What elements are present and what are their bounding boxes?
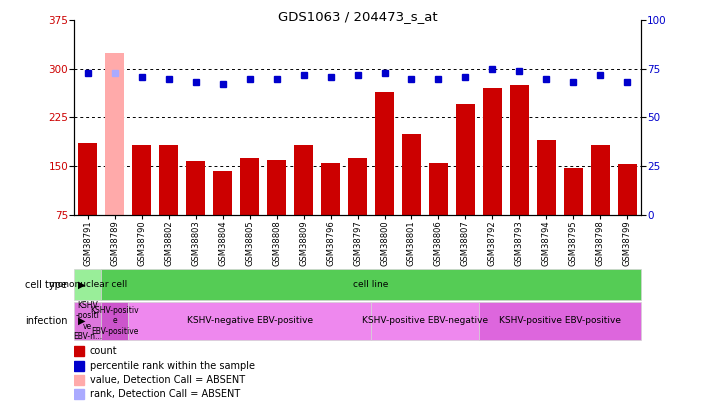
- Text: GDS1063 / 204473_s_at: GDS1063 / 204473_s_at: [278, 10, 438, 23]
- Text: cell type: cell type: [25, 279, 67, 290]
- Text: KSHV-positive EBV-negative: KSHV-positive EBV-negative: [362, 316, 488, 326]
- Text: ▶: ▶: [78, 279, 86, 290]
- Text: value, Detection Call = ABSENT: value, Detection Call = ABSENT: [90, 375, 245, 385]
- Bar: [510, 85, 529, 215]
- Bar: [348, 158, 367, 215]
- Text: count: count: [90, 346, 118, 356]
- Bar: [537, 140, 556, 215]
- Bar: [564, 168, 583, 215]
- Bar: [618, 164, 636, 215]
- Bar: [74, 269, 101, 300]
- Text: KSHV
-positi
ve
EBV-n...: KSHV -positi ve EBV-n...: [73, 301, 103, 341]
- Bar: [371, 302, 479, 340]
- Text: ▶: ▶: [78, 316, 86, 326]
- Bar: [321, 163, 340, 215]
- Bar: [213, 171, 232, 215]
- Text: KSHV-positive EBV-positive: KSHV-positive EBV-positive: [499, 316, 621, 326]
- Text: KSHV-positiv
e
EBV-positive: KSHV-positiv e EBV-positive: [91, 306, 139, 336]
- Bar: [456, 104, 475, 215]
- Bar: [375, 92, 394, 215]
- Text: cell line: cell line: [353, 280, 389, 289]
- Text: infection: infection: [25, 316, 67, 326]
- Bar: [591, 145, 610, 215]
- Bar: [483, 88, 502, 215]
- Bar: [132, 145, 152, 215]
- Bar: [294, 145, 313, 215]
- Text: mononuclear cell: mononuclear cell: [49, 280, 127, 289]
- Bar: [186, 161, 205, 215]
- Bar: [101, 302, 128, 340]
- Bar: [402, 134, 421, 215]
- Bar: [240, 158, 259, 215]
- Bar: [159, 145, 178, 215]
- Text: KSHV-negative EBV-positive: KSHV-negative EBV-positive: [187, 316, 313, 326]
- Bar: [101, 269, 641, 300]
- Bar: [128, 302, 371, 340]
- Bar: [105, 53, 124, 215]
- Bar: [79, 143, 97, 215]
- Bar: [267, 160, 286, 215]
- Text: percentile rank within the sample: percentile rank within the sample: [90, 360, 255, 371]
- Bar: [479, 302, 641, 340]
- Bar: [429, 163, 448, 215]
- Bar: [74, 302, 101, 340]
- Text: rank, Detection Call = ABSENT: rank, Detection Call = ABSENT: [90, 389, 240, 399]
